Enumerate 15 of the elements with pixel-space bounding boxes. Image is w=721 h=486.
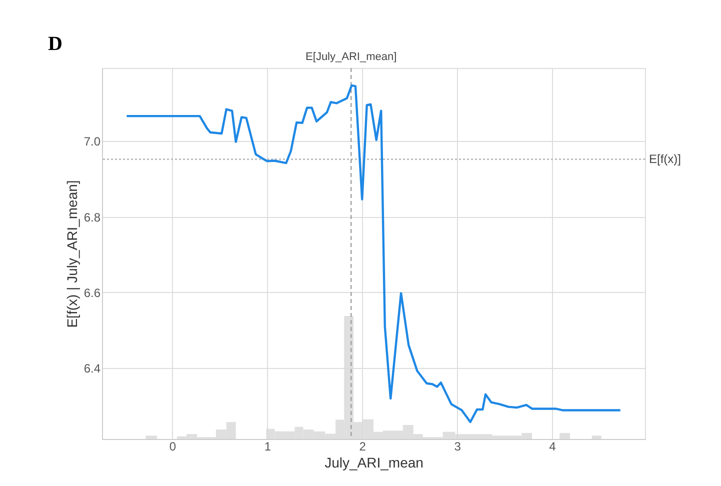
y-tick-label: 6.4 — [84, 362, 101, 376]
y-tick-label: 6.8 — [84, 210, 101, 224]
y-axis-title: E[f(x) | July_ARI_mean] — [64, 180, 80, 328]
x-tick-label: 3 — [454, 440, 462, 454]
x-tick-label: 2 — [359, 440, 366, 454]
x-tick-label: 4 — [549, 440, 556, 454]
text: D — [48, 33, 62, 55]
x-tick-label: 0 — [169, 440, 176, 454]
y-tick-label: 7.0 — [84, 134, 101, 149]
y-tick-label: 6.6 — [84, 286, 101, 300]
x-axis-title: July_ARI_mean — [324, 454, 424, 470]
ref-line-label: E[f(x)] — [649, 152, 681, 166]
line-series — [126, 84, 622, 424]
x-tick-label: 1 — [264, 440, 272, 454]
ref-line-label: E[July_ARI_mean] — [306, 51, 397, 63]
